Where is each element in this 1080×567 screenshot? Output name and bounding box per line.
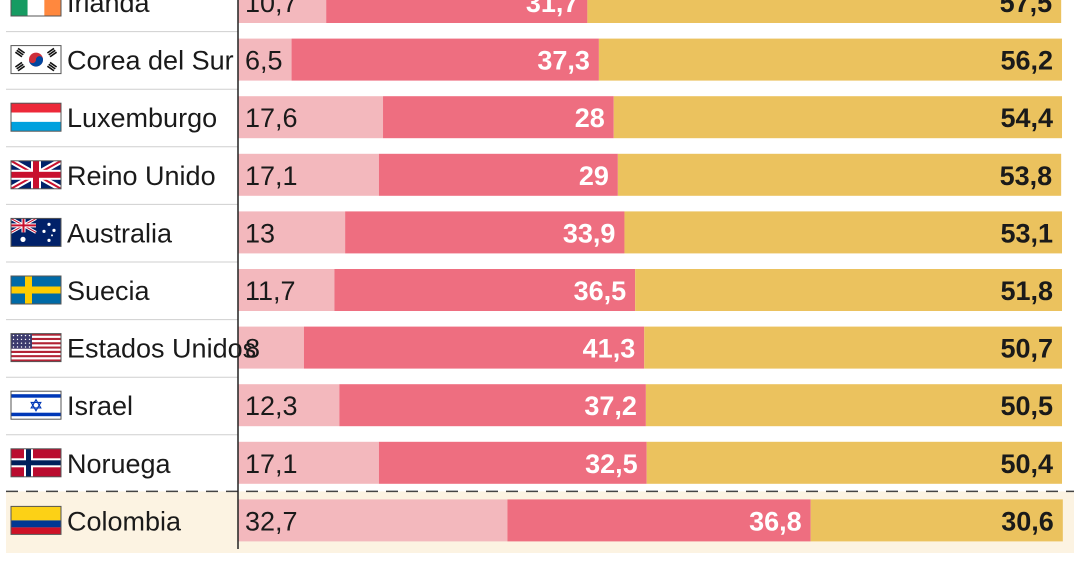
united-states-flag-icon: [10, 333, 62, 363]
bar-segment: [303, 326, 645, 369]
data-label: 50,5: [1000, 391, 1053, 421]
data-label: 28: [575, 103, 605, 133]
data-label: 54,4: [1000, 103, 1053, 133]
data-label: 33,9: [563, 218, 616, 248]
bar-segment: [238, 96, 384, 139]
sweden-flag-icon: [10, 275, 62, 305]
data-label: 37,3: [537, 46, 590, 76]
bar-segment: [238, 153, 379, 196]
bar-segment: [238, 0, 327, 23]
category-label: Colombia: [67, 506, 182, 536]
luxembourg-flag-icon: [10, 102, 62, 132]
data-label: 41,3: [583, 334, 636, 364]
data-label: 53,8: [1000, 161, 1053, 191]
data-label: 56,2: [1000, 46, 1053, 76]
bar-segment: [378, 441, 647, 484]
category-label: Corea del Sur: [67, 46, 234, 76]
bar-segment: [238, 384, 340, 427]
norway-flag-icon: [10, 448, 62, 478]
bar-segment: [345, 211, 625, 254]
data-label: 29: [579, 161, 609, 191]
data-label: 37,2: [584, 391, 637, 421]
bar-segment: [383, 96, 614, 139]
data-label: 50,4: [1000, 449, 1053, 479]
data-label: 51,8: [1000, 276, 1053, 306]
category-label: Luxemburgo: [67, 103, 217, 133]
bar-segment: [291, 38, 599, 81]
bar-segment: [238, 499, 508, 542]
bar-segment: [238, 326, 304, 369]
ireland-flag-icon: [10, 0, 62, 17]
category-label: Suecia: [67, 276, 151, 306]
data-label: 32,5: [585, 449, 638, 479]
data-label: 17,1: [245, 161, 298, 191]
data-label: 17,6: [245, 103, 298, 133]
bar-segment: [238, 441, 379, 484]
bar-segment: [587, 0, 1062, 23]
data-label: 53,1: [1000, 218, 1053, 248]
data-label: 13: [245, 218, 275, 248]
category-label: Reino Unido: [67, 161, 216, 191]
bar-segment: [326, 0, 588, 23]
united-kingdom-flag-icon: [10, 160, 62, 190]
bar-segment: [617, 153, 1062, 196]
bar-segment: [598, 38, 1062, 81]
category-label: Israel: [67, 391, 133, 421]
south-korea-flag-icon: [10, 45, 62, 75]
bar-segment: [238, 211, 346, 254]
data-label: 8: [245, 334, 260, 364]
bar-segment: [613, 96, 1062, 139]
bar-segment: [334, 269, 636, 311]
bar-segment: [646, 441, 1062, 484]
bar-segment: [339, 384, 646, 427]
bar-segment: [507, 499, 811, 542]
colombia-flag-icon: [10, 505, 62, 535]
data-label: 6,5: [245, 46, 283, 76]
data-label: 36,5: [574, 276, 627, 306]
category-label: Irlanda: [67, 0, 151, 18]
australia-flag-icon: [10, 217, 62, 247]
data-label: 17,1: [245, 449, 298, 479]
bar-segment: [810, 499, 1063, 542]
data-label: 31,7: [526, 0, 579, 18]
data-label: 12,3: [245, 391, 298, 421]
data-label: 11,7: [245, 276, 296, 306]
bar-segment: [635, 269, 1062, 311]
bar-segment: [238, 38, 292, 81]
data-label: 57,5: [1000, 0, 1053, 18]
bar-segment: [645, 384, 1062, 427]
category-label: Noruega: [67, 449, 172, 479]
data-label: 32,7: [245, 506, 298, 536]
bar-segment: [378, 153, 618, 196]
category-label: Estados Unidos: [67, 334, 256, 364]
data-label: 36,8: [749, 506, 802, 536]
data-label: 10,7: [245, 0, 298, 18]
bar-segment: [624, 211, 1062, 254]
data-label: 50,7: [1000, 334, 1053, 364]
bar-segment: [238, 269, 335, 311]
data-label: 30,6: [1001, 506, 1054, 536]
category-label: Australia: [67, 218, 173, 248]
israel-flag-icon: [10, 390, 62, 420]
bar-segment: [644, 326, 1062, 369]
